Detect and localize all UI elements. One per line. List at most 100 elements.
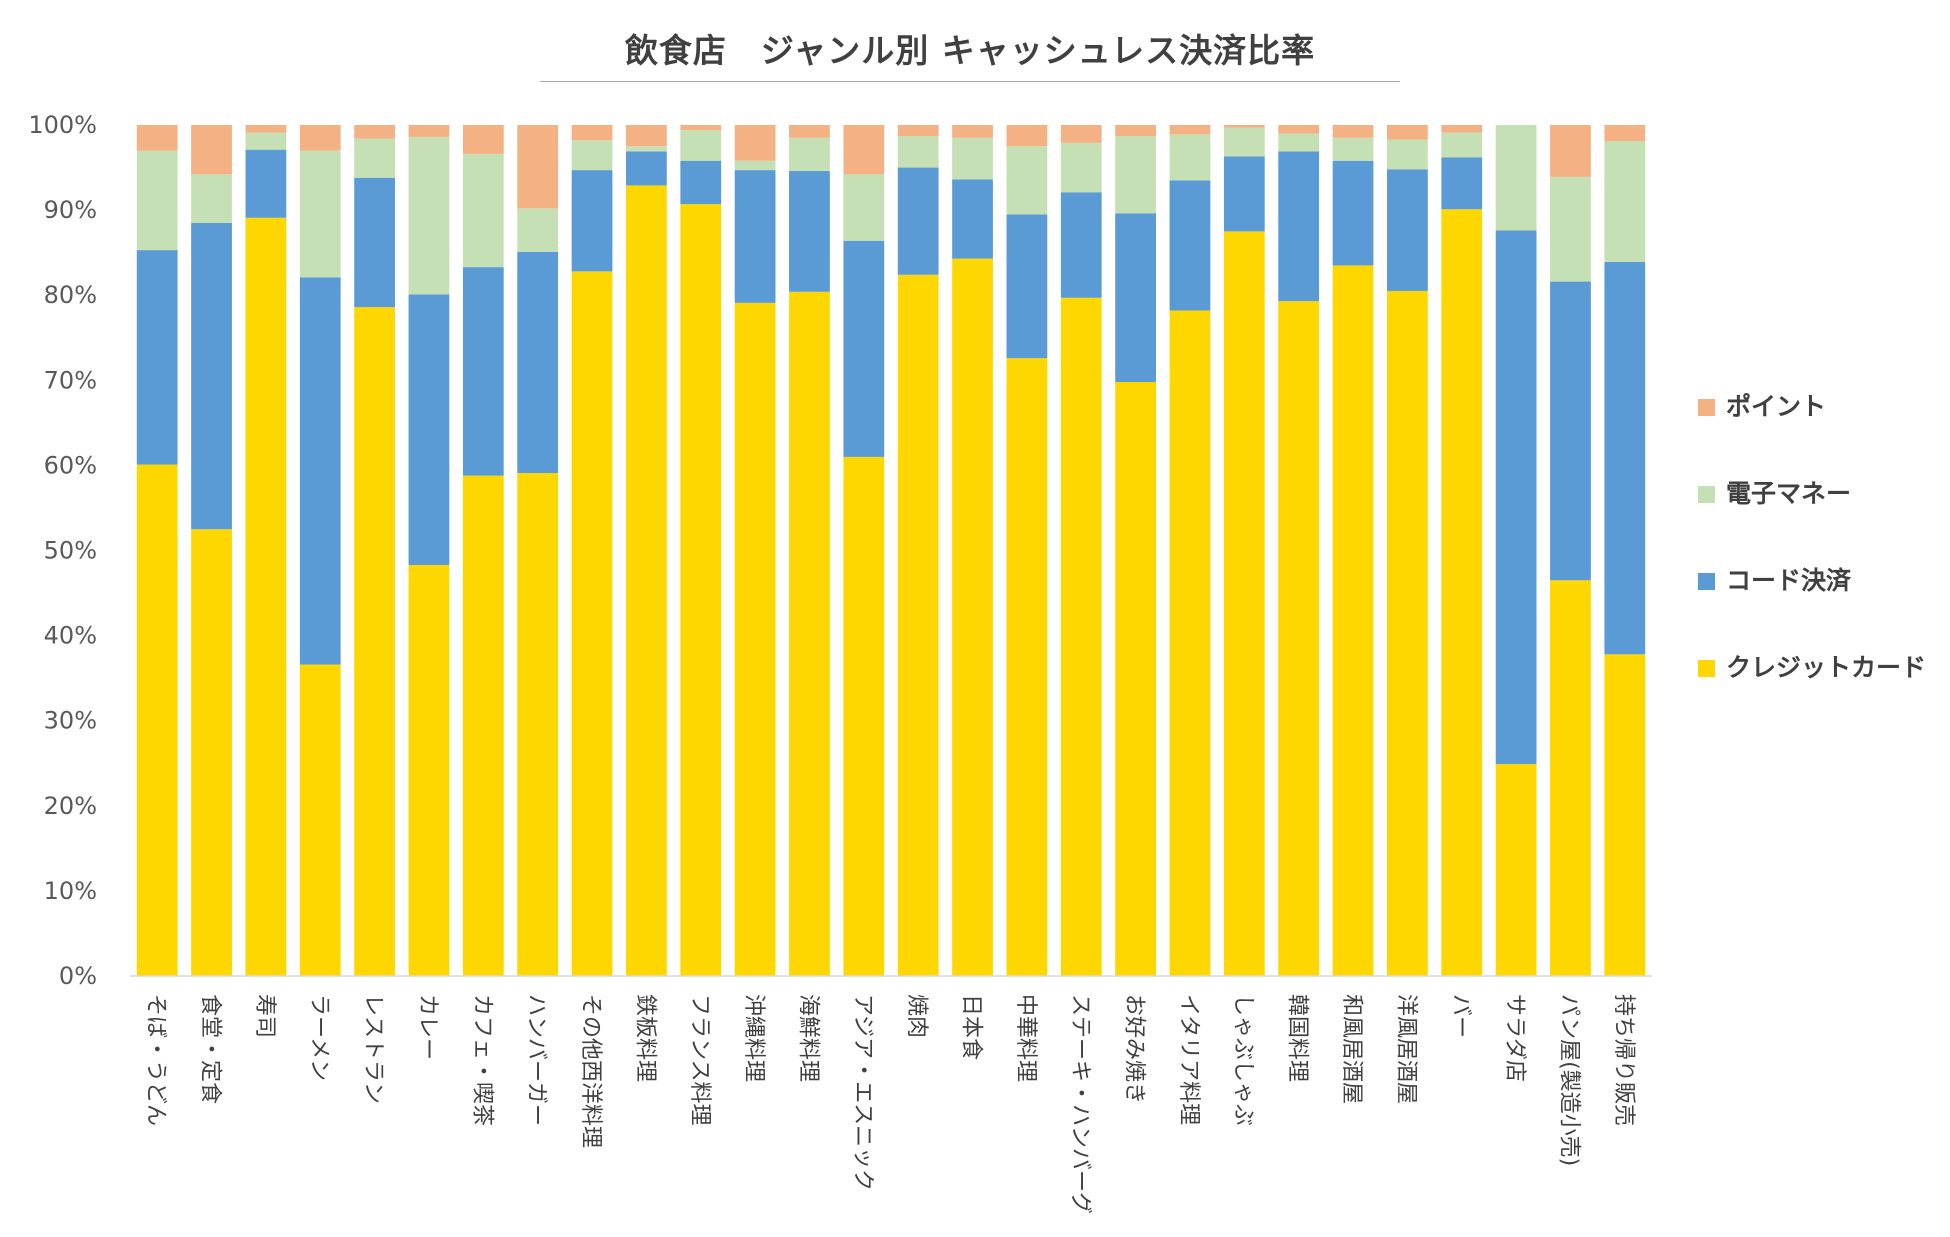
- bar-segment: [952, 179, 993, 259]
- bar-segment: [1060, 125, 1102, 143]
- y-tick-label: 70%: [44, 366, 97, 394]
- bar-segment: [1441, 209, 1483, 976]
- bar-segment: [408, 564, 450, 976]
- bar-segment: [1441, 125, 1483, 133]
- bar-segment: [1550, 580, 1591, 976]
- x-category-label: そば・うどん: [143, 994, 168, 1126]
- legend-swatch: [1698, 660, 1715, 677]
- bar-segment: [408, 294, 450, 565]
- bar-segment: [789, 291, 830, 976]
- bar-segment: [1604, 262, 1646, 655]
- legend-label: コード決済: [1726, 566, 1852, 595]
- bar-segment: [1387, 169, 1428, 291]
- bar-segment: [626, 185, 667, 977]
- bar-segment: [1387, 139, 1428, 170]
- bar-segment: [571, 125, 613, 141]
- legend-swatch: [1698, 486, 1715, 503]
- x-category-label: 持ち帰り販売: [1611, 994, 1636, 1126]
- bar-segment: [952, 258, 993, 976]
- bar-segment: [191, 125, 232, 175]
- bar-segment: [1332, 265, 1374, 976]
- y-tick-label: 90%: [44, 196, 97, 224]
- bar-segment: [734, 170, 776, 303]
- bar-segment: [1278, 133, 1320, 152]
- bar-segment: [897, 136, 939, 168]
- x-category-label: 海鮮料理: [795, 994, 820, 1082]
- bar-segment: [1169, 180, 1211, 311]
- bar-segment: [299, 125, 341, 151]
- x-category-label: 鉄板料理: [632, 994, 657, 1082]
- legend-label: ポイント: [1726, 392, 1827, 421]
- bar-segment: [1550, 125, 1591, 177]
- bar-segment: [299, 150, 341, 278]
- title-divider: [540, 81, 1400, 82]
- bar-segment: [1441, 132, 1483, 158]
- x-category-label: ステーキ・ハンバーグ: [1067, 994, 1092, 1214]
- x-category-label: 日本食: [959, 994, 984, 1060]
- bar-segment: [1387, 290, 1428, 976]
- y-tick-label: 100%: [28, 111, 97, 139]
- y-tick-label: 10%: [44, 877, 97, 905]
- bar-segment: [1060, 142, 1102, 193]
- x-category-label: 洋風居酒屋: [1393, 994, 1418, 1104]
- bar-segment: [245, 132, 287, 150]
- x-category-label: しゃぶしゃぶ: [1230, 994, 1255, 1126]
- x-category-label: カレー: [415, 994, 440, 1060]
- bar-segment: [1278, 125, 1320, 134]
- bar-segment: [408, 125, 450, 137]
- bar-segment: [1604, 141, 1646, 263]
- x-category-label: 中華料理: [1013, 994, 1038, 1082]
- x-category-label: 沖縄料理: [741, 994, 766, 1082]
- bar-segment: [354, 125, 395, 139]
- x-category-label: フランス料理: [687, 994, 712, 1126]
- bar-segment: [299, 277, 341, 665]
- x-category-label: レストラン: [361, 994, 386, 1104]
- y-tick-label: 60%: [44, 451, 97, 479]
- chart-title: 飲食店 ジャンル別 キャッシュレス決済比率: [624, 31, 1316, 70]
- x-category-label: その他西洋料理: [578, 994, 603, 1148]
- bar-segment: [1060, 192, 1102, 298]
- bar-segment: [1115, 382, 1156, 976]
- bar-segment: [1495, 230, 1537, 765]
- bar-segment: [517, 251, 559, 474]
- bar-segment: [1006, 214, 1048, 359]
- bar-segment: [1060, 297, 1102, 976]
- x-category-label: お好み焼き: [1122, 994, 1147, 1104]
- bar-segment: [952, 137, 993, 180]
- legend-label: クレジットカード: [1726, 653, 1927, 682]
- bar-segment: [1387, 125, 1428, 140]
- bar-segment: [1604, 125, 1646, 142]
- bar-segment: [843, 125, 885, 175]
- bar-segment: [571, 140, 613, 171]
- bar-segment: [843, 456, 885, 976]
- x-category-label: サラダ店: [1502, 994, 1527, 1082]
- bar-segment: [680, 130, 722, 161]
- bar-segment: [626, 125, 667, 147]
- x-category-label: 寿司: [252, 994, 277, 1038]
- bar-segment: [1115, 125, 1156, 137]
- x-category-label: パン屋(製造小売): [1556, 994, 1581, 1166]
- legend-swatch: [1698, 573, 1715, 590]
- bar-segment: [462, 267, 504, 476]
- bar-segment: [245, 217, 287, 976]
- bar-segment: [1332, 160, 1374, 266]
- bar-segment: [1550, 176, 1591, 282]
- bar-segment: [191, 174, 232, 223]
- bar-segment: [897, 125, 939, 137]
- bar-segment: [191, 222, 232, 530]
- bar-segment: [789, 170, 830, 292]
- bar-segment: [1278, 151, 1320, 302]
- bar-segment: [1169, 134, 1211, 181]
- bar-segment: [462, 153, 504, 268]
- bar-segment: [1169, 125, 1211, 135]
- y-tick-label: 30%: [44, 707, 97, 735]
- bar-segment: [354, 138, 395, 178]
- bar-segment: [789, 137, 830, 171]
- bar-segment: [1223, 156, 1265, 232]
- bar-segment: [462, 475, 504, 976]
- bar-segment: [1278, 301, 1320, 976]
- bar-segment: [680, 125, 722, 131]
- bar-segment: [1550, 281, 1591, 581]
- bar-segment: [734, 302, 776, 976]
- bar-segment: [136, 125, 178, 151]
